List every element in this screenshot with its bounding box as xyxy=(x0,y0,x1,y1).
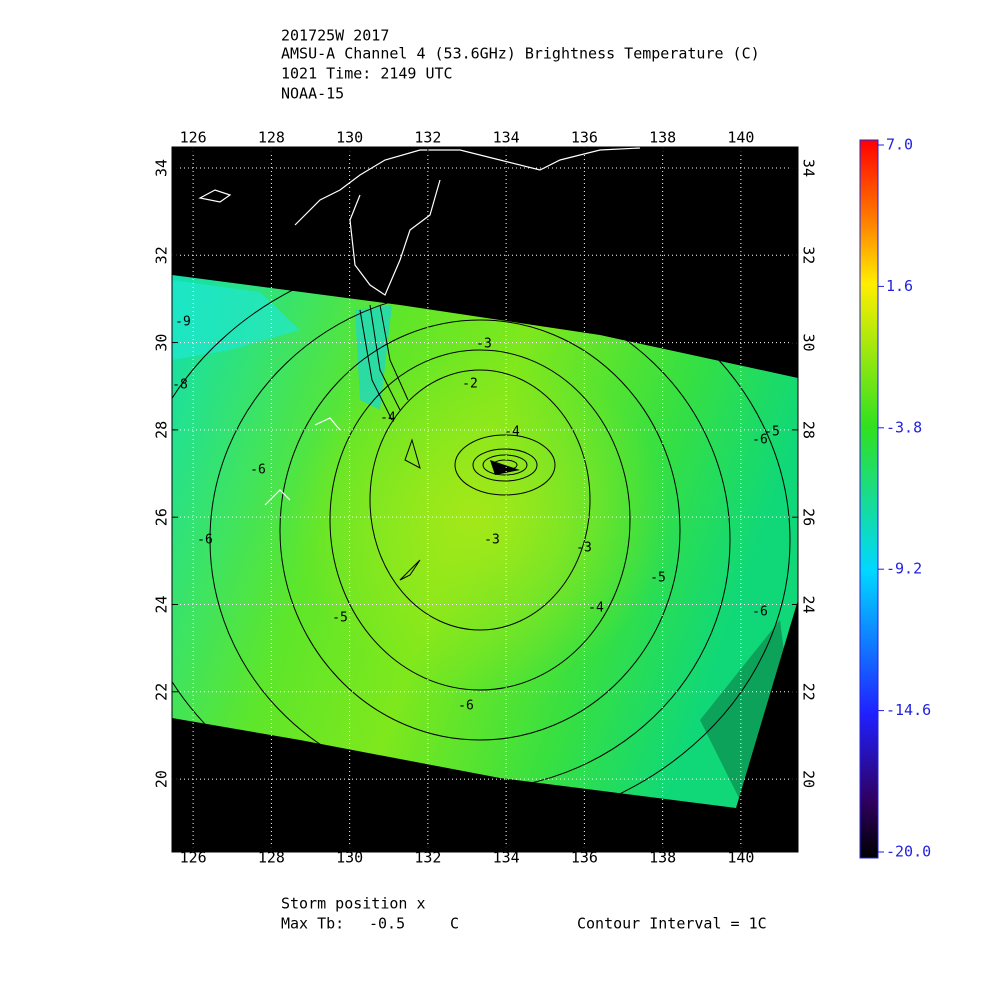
lat-tick-label: 22 xyxy=(800,683,818,701)
colorbar-tick-label: 7.0 xyxy=(886,136,913,154)
lon-tick-label: 138 xyxy=(649,849,676,867)
lat-tick-label: 30 xyxy=(800,334,818,352)
footer: Storm position x Max Tb: -0.5 C Contour … xyxy=(281,895,767,933)
lon-tick-label: 128 xyxy=(258,849,285,867)
contour-label: -3 xyxy=(476,337,492,352)
lon-tick-label: 140 xyxy=(727,129,754,147)
header-line: NOAA-15 xyxy=(281,85,344,103)
contour-label: -4 xyxy=(588,601,604,616)
contour-label: -5 xyxy=(764,425,780,440)
header-line: AMSU-A Channel 4 (53.6GHz) Brightness Te… xyxy=(281,45,760,63)
lat-tick-label: 24 xyxy=(800,595,818,613)
colorbar-tick-label: -14.6 xyxy=(886,701,931,719)
contour-label: -3 xyxy=(484,533,500,548)
contour-label: -3 xyxy=(576,541,592,556)
lon-tick-label: 132 xyxy=(414,129,441,147)
lat-tick-label: 26 xyxy=(800,508,818,526)
contour-label: -4 xyxy=(504,425,520,440)
warm-core xyxy=(290,350,670,690)
map: -9-8-6-6-5-4-3-2-4-3-3-4-5-6-5-6-6 xyxy=(172,147,798,852)
contour-interval: Contour Interval = 1C xyxy=(577,915,767,933)
lat-tick-label: 32 xyxy=(153,246,171,264)
lon-tick-label: 134 xyxy=(493,849,520,867)
lat-tick-label: 28 xyxy=(153,421,171,439)
header-line: 201725W 2017 xyxy=(281,27,389,45)
max-tb-value: -0.5 xyxy=(369,915,405,933)
max-tb-unit: C xyxy=(450,915,459,933)
cool-area xyxy=(355,305,392,410)
lat-tick-label: 24 xyxy=(153,595,171,613)
lat-tick-label: 30 xyxy=(153,334,171,352)
contour-label: -6 xyxy=(752,605,768,620)
hatched-area xyxy=(700,620,790,800)
contour-label: -6 xyxy=(250,463,266,478)
contour-label: -8 xyxy=(172,378,188,393)
contour-label: -5 xyxy=(650,571,666,586)
lat-tick-label: 20 xyxy=(153,770,171,788)
lon-tick-label: 130 xyxy=(336,129,363,147)
contour-label: -5 xyxy=(332,611,348,626)
header: 201725W 2017 AMSU-A Channel 4 (53.6GHz) … xyxy=(281,27,760,103)
lon-tick-label: 136 xyxy=(571,849,598,867)
lat-tick-label: 32 xyxy=(800,246,818,264)
colorbar xyxy=(859,139,879,859)
contours xyxy=(172,249,791,831)
coastline xyxy=(198,147,641,506)
header-line: 1021 Time: 2149 UTC xyxy=(281,65,453,83)
contour-labels: -9-8-6-6-5-4-3-2-4-3-3-4-5-6-5-6-6 xyxy=(172,315,780,714)
storm-eye xyxy=(490,460,520,475)
lon-tick-label: 128 xyxy=(258,129,285,147)
lon-tick-label: 126 xyxy=(180,849,207,867)
colorbar-tick-label: -9.2 xyxy=(886,560,922,578)
contour-label: -9 xyxy=(175,315,191,330)
lon-tick-label: 138 xyxy=(649,129,676,147)
contour-label: -6 xyxy=(752,433,768,448)
contour-label: -6 xyxy=(197,533,213,548)
cool-area xyxy=(172,280,300,360)
lon-tick-label: 136 xyxy=(571,129,598,147)
max-tb-label: Max Tb: xyxy=(281,915,344,933)
lat-tick-label: 26 xyxy=(153,508,171,526)
lat-tick-label: 34 xyxy=(800,159,818,177)
colorbar-tick-label: 1.6 xyxy=(886,277,913,295)
colorbar-tick-label: -3.8 xyxy=(886,418,922,436)
lat-tick-label: 34 xyxy=(153,159,171,177)
lon-tick-label: 126 xyxy=(180,129,207,147)
lon-tick-label: 140 xyxy=(727,849,754,867)
colorbar-tick-label: -20.0 xyxy=(886,843,931,861)
lon-tick-label: 134 xyxy=(493,129,520,147)
contour-label: -6 xyxy=(458,699,474,714)
contour-label: -4 xyxy=(380,411,396,426)
lon-tick-label: 130 xyxy=(336,849,363,867)
contour-label: -2 xyxy=(462,377,478,392)
map-frame xyxy=(171,146,799,853)
lat-tick-label: 22 xyxy=(153,683,171,701)
lon-tick-label: 132 xyxy=(414,849,441,867)
lat-tick-label: 28 xyxy=(800,421,818,439)
lat-tick-label: 20 xyxy=(800,770,818,788)
storm-position: Storm position x xyxy=(281,895,426,913)
